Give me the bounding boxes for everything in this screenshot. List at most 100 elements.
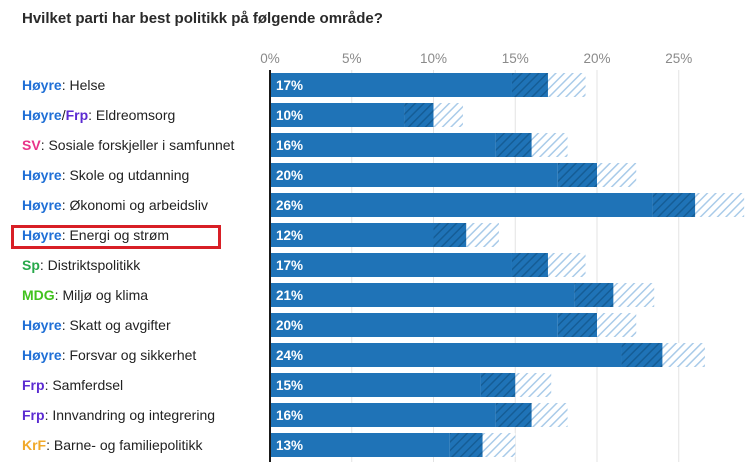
party-name: Høyre [22, 107, 62, 123]
uncertainty-lower [480, 373, 516, 397]
x-axis-ticks: 0% 5% 10% 15% 20% 25% [260, 51, 692, 66]
bar-row: 16% [270, 133, 568, 157]
bar [270, 193, 653, 217]
topic-name: Barne- og familiepolitikk [54, 437, 204, 453]
party-name: Sp [22, 257, 40, 273]
category-label: Høyre: Skole og utdanning [22, 167, 189, 183]
highlight-box [11, 225, 221, 249]
category-label: Høyre: Økonomi og arbeidsliv [22, 197, 208, 213]
x-tick-label: 15% [502, 51, 529, 66]
bar [270, 343, 622, 367]
bar [270, 103, 405, 127]
data-label: 12% [276, 228, 303, 243]
party-name: SV [22, 137, 41, 153]
x-tick-label: 5% [342, 51, 362, 66]
category-label: SV: Sosiale forskjeller i samfunnet [22, 137, 235, 153]
party-name: Høyre [22, 347, 62, 363]
bar-row: 13% [270, 433, 516, 457]
topic-name: Distriktspolitikk [48, 257, 142, 273]
uncertainty-lower [557, 313, 597, 337]
category-label: KrF: Barne- og familiepolitikk [22, 437, 204, 453]
uncertainty-lower [449, 433, 483, 457]
topic-name: Sosiale forskjeller i samfunnet [48, 137, 234, 153]
bar [270, 403, 496, 427]
topic-name: Eldreomsorg [96, 107, 175, 123]
uncertainty-lower [511, 73, 548, 97]
chart-title: Hvilket parti har best politikk på følge… [22, 10, 383, 27]
data-label: 20% [276, 168, 303, 183]
data-label: 16% [276, 408, 303, 423]
party-name: Frp [66, 107, 89, 123]
x-tick-label: 10% [420, 51, 447, 66]
topic-name: Innvandring og integrering [52, 407, 215, 423]
uncertainty-lower [511, 253, 548, 277]
uncertainty-upper [597, 163, 637, 187]
data-label: 21% [276, 288, 303, 303]
uncertainty-upper [662, 343, 705, 367]
category-label: Høyre: Forsvar og sikkerhet [22, 347, 196, 363]
topic-name: Energi og strøm [69, 227, 169, 243]
category-label: Frp: Samferdsel [22, 377, 123, 393]
uncertainty-upper [547, 73, 586, 97]
data-label: 16% [276, 138, 303, 153]
bars: 17% 10% 16% 20% 26% 12% 17% 21% 20% 24% 15% 16% 13% [270, 73, 745, 457]
bar [270, 253, 512, 277]
category-labels: Høyre: Helse Høyre/Frp: Eldreomsorg SV: So… [22, 77, 235, 453]
bar [270, 283, 575, 307]
bar [270, 373, 481, 397]
uncertainty-upper [613, 283, 655, 307]
category-label: Høyre: Skatt og avgifter [22, 317, 171, 333]
bar-row: 20% [270, 163, 637, 187]
uncertainty-upper [597, 313, 637, 337]
uncertainty-upper [433, 103, 463, 127]
uncertainty-lower [433, 223, 467, 247]
uncertainty-upper [515, 373, 552, 397]
topic-name: Miljø og klima [62, 287, 148, 303]
uncertainty-upper [482, 433, 516, 457]
data-label: 26% [276, 198, 303, 213]
bar [270, 313, 558, 337]
bar [270, 73, 512, 97]
uncertainty-upper [547, 253, 586, 277]
uncertainty-lower [574, 283, 614, 307]
category-label: Frp: Innvandring og integrering [22, 407, 215, 423]
bar-row: 26% [270, 193, 745, 217]
uncertainty-lower [652, 193, 696, 217]
data-label: 17% [276, 78, 303, 93]
bar [270, 223, 434, 247]
bar [270, 133, 496, 157]
party-name: Høyre [22, 197, 62, 213]
topic-name: Helse [69, 77, 105, 93]
data-label: 24% [276, 348, 303, 363]
topic-name: Skatt og avgifter [69, 317, 171, 333]
bar-row: 17% [270, 253, 586, 277]
party-name: KrF [22, 437, 47, 453]
topic-name: Samferdsel [52, 377, 123, 393]
category-label: Sp: Distriktspolitikk [22, 257, 141, 273]
bar-row: 17% [270, 73, 586, 97]
topic-name: Forsvar og sikkerhet [69, 347, 196, 363]
bar-row: 24% [270, 343, 705, 367]
x-tick-label: 0% [260, 51, 280, 66]
party-name: Høyre [22, 317, 62, 333]
bar-row: 12% [270, 223, 499, 247]
topic-name: Skole og utdanning [69, 167, 189, 183]
party-name: Frp [22, 377, 45, 393]
party-name: Høyre [22, 167, 62, 183]
uncertainty-lower [404, 103, 434, 127]
bar-row: 20% [270, 313, 637, 337]
uncertainty-lower [495, 403, 532, 427]
category-label: Høyre/Frp: Eldreomsorg [22, 107, 175, 123]
x-tick-label: 20% [583, 51, 610, 66]
bar [270, 163, 558, 187]
uncertainty-upper [695, 193, 745, 217]
uncertainty-upper [531, 133, 568, 157]
category-label: Høyre: Helse [22, 77, 105, 93]
bar [270, 433, 450, 457]
uncertainty-lower [495, 133, 532, 157]
party-name: Høyre [22, 227, 62, 243]
bar-row: 21% [270, 283, 655, 307]
uncertainty-upper [531, 403, 568, 427]
bar-row: 10% [270, 103, 463, 127]
